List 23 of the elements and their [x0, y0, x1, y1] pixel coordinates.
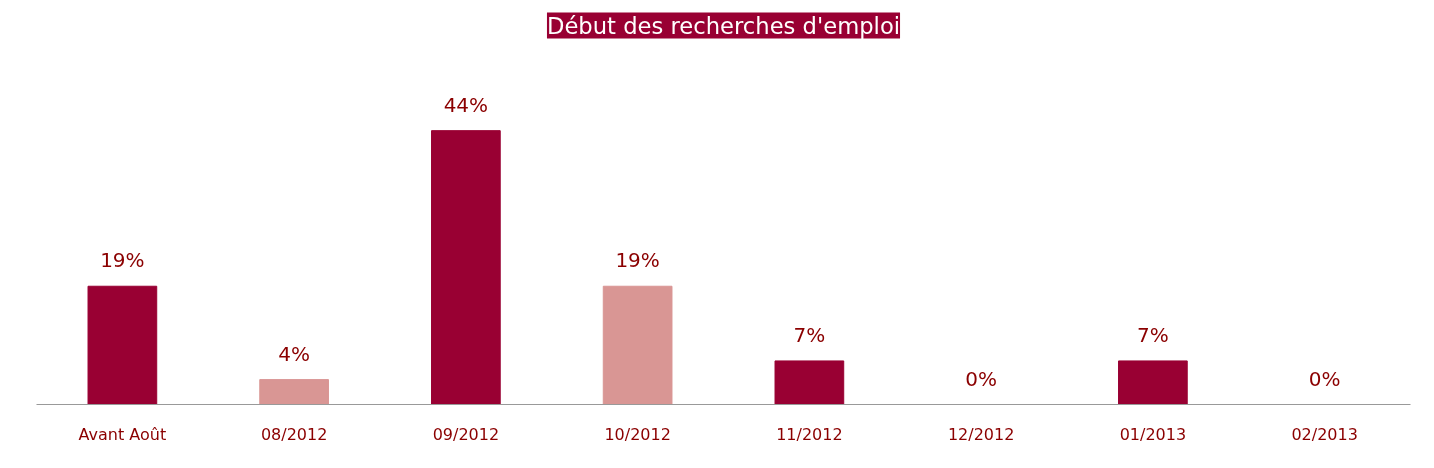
data-label: 4%: [278, 341, 310, 366]
data-label: 19%: [100, 248, 145, 273]
bar: [602, 285, 673, 405]
data-label: 0%: [1308, 366, 1341, 391]
bar: [1118, 360, 1188, 405]
data-label: 19%: [615, 248, 660, 273]
bar: [87, 285, 158, 405]
bar: [774, 360, 845, 405]
x-tick-label: 02/2013: [1291, 424, 1358, 444]
x-tick-label: 10/2012: [604, 424, 671, 444]
data-label: 7%: [793, 322, 826, 347]
x-tick-label: 12/2012: [947, 424, 1015, 444]
bar: [431, 130, 501, 405]
x-tick-label: 01/2013: [1119, 424, 1187, 444]
data-label: 0%: [965, 366, 997, 391]
x-tick-label: 08/2012: [260, 424, 328, 444]
x-tick-label: Avant Août: [78, 424, 167, 444]
data-label: 7%: [1137, 322, 1169, 347]
chart-title: Début des recherches d'emploi: [546, 12, 901, 39]
x-tick-label: 11/2012: [776, 424, 843, 444]
data-label: 44%: [443, 92, 489, 117]
x-tick-label: 09/2012: [432, 424, 500, 444]
bar: [259, 379, 329, 405]
